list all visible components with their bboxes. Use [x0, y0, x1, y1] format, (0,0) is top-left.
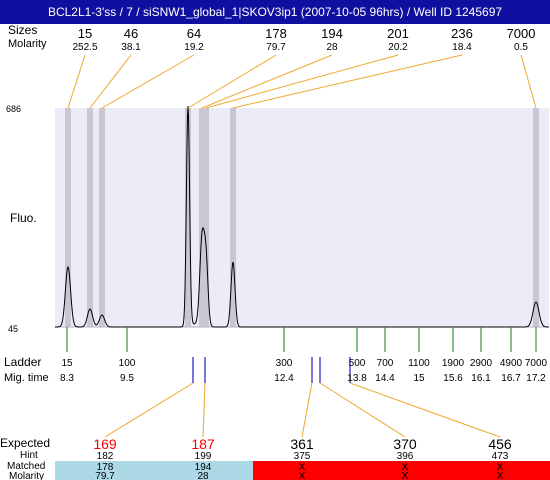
peak-molarity-label: 38.1	[121, 42, 141, 53]
ladder-size-label: 700	[377, 358, 394, 369]
peak-connector	[187, 54, 277, 109]
hint-label: 375	[294, 451, 311, 462]
peak-band	[65, 108, 71, 327]
ladder-mig-time-label: 9.5	[120, 373, 134, 384]
ladder-size-label: 4900	[500, 358, 523, 369]
fluorescence-trace	[55, 105, 549, 328]
peak-size-label: 236	[451, 26, 473, 41]
peak-size-label: 7000	[507, 26, 536, 41]
hint-label: 396	[397, 451, 414, 462]
peak-size-label: 201	[387, 26, 409, 41]
expected-size-label: 456	[488, 436, 512, 452]
ladder-size-label: 1100	[408, 358, 430, 369]
matched-label: 194	[195, 462, 212, 473]
ladder-size-label: 2900	[470, 358, 493, 369]
expected-size-label: 187	[191, 436, 215, 452]
ladder-size-label: 1900	[442, 358, 465, 369]
peak-connector	[89, 54, 132, 109]
ladder-size-label: 7000	[525, 358, 548, 369]
peak-connector	[67, 54, 86, 109]
peak-molarity-label: 20.2	[388, 42, 408, 53]
expected-connector	[301, 382, 313, 438]
peak-size-label: 46	[124, 26, 138, 41]
expected-connector	[104, 382, 194, 438]
peak-band	[533, 108, 539, 327]
peak-size-label: 178	[265, 26, 287, 41]
ladder-mig-time-label: 13.8	[347, 373, 367, 384]
ladder-mig-time-label: 16.1	[471, 373, 491, 384]
ladder-size-label: 300	[276, 358, 293, 369]
peak-size-label: 15	[78, 26, 92, 41]
expected-row-label: Expected	[0, 436, 50, 450]
matched-molarity-label: 79.7	[95, 471, 115, 480]
peak-molarity-label: 79.7	[266, 42, 286, 53]
peak-connector	[520, 54, 537, 109]
expected-size-label: 361	[290, 436, 314, 452]
hint-label: 199	[195, 451, 212, 462]
peak-size-label: 194	[321, 26, 343, 41]
ladder-row-label: Ladder	[4, 355, 41, 369]
size-row-label: Sizes	[8, 23, 37, 37]
matched-label: X	[497, 462, 504, 473]
peak-molarity-label: 19.2	[184, 42, 204, 53]
peak-band	[185, 108, 191, 327]
matched-row-label: Matched	[7, 461, 45, 472]
ladder-mig-time-label: 12.4	[274, 373, 294, 384]
ladder-mig-time-label: 15	[413, 373, 425, 384]
ladder-mig-time-label: 8.3	[60, 373, 74, 384]
matched-label: X	[402, 462, 409, 473]
expected-connector	[202, 382, 206, 438]
ladder-size-label: 15	[61, 358, 73, 369]
hint-row-label: Hint	[20, 450, 38, 461]
ladder-mig-time-label: 17.2	[526, 373, 546, 384]
matched-label: X	[299, 462, 306, 473]
molarity-row-label: Molarity	[8, 38, 47, 50]
sample-title: BCL2L1-3'ss / 7 / siSNW1_global_1|SKOV3i…	[0, 0, 550, 24]
peak-band	[87, 108, 93, 327]
matched-molarity-label: X	[299, 471, 306, 480]
matched-missing-bar	[253, 461, 550, 480]
plot-area	[55, 108, 549, 327]
ladder-mig-time-label: 15.6	[443, 373, 463, 384]
peak-band	[230, 108, 236, 327]
expected-size-label: 169	[93, 436, 117, 452]
y-axis-label: Fluo.	[10, 211, 37, 225]
peak-band	[199, 108, 205, 327]
peak-band	[99, 108, 105, 327]
bottom-molarity-row-label: Molarity	[9, 471, 44, 480]
y-tick-top: 686	[6, 104, 21, 114]
matched-molarity-label: 28	[197, 471, 209, 480]
ladder-size-label: 100	[119, 358, 136, 369]
y-tick-bottom: 45	[8, 324, 18, 334]
peak-connector	[101, 54, 195, 109]
peak-molarity-label: 0.5	[514, 42, 528, 53]
matched-molarity-label: X	[497, 471, 504, 480]
peak-connector	[201, 54, 333, 109]
peak-molarity-label: 18.4	[452, 42, 472, 53]
peak-connector	[205, 54, 399, 109]
hint-label: 182	[97, 451, 114, 462]
ladder-mig-time-label: 14.4	[375, 373, 395, 384]
matched-ok-bar	[55, 461, 253, 480]
expected-size-label: 370	[393, 436, 417, 452]
peak-molarity-label: 28	[326, 42, 338, 53]
peak-connector	[232, 54, 463, 109]
expected-connector	[319, 382, 406, 438]
mig-time-row-label: Mig. time	[4, 372, 49, 384]
peak-size-label: 64	[187, 26, 201, 41]
peak-band	[203, 108, 209, 327]
matched-label: 178	[97, 462, 114, 473]
expected-connector	[349, 382, 501, 438]
peak-molarity-label: 252.5	[72, 42, 97, 53]
ladder-size-label: 500	[349, 358, 366, 369]
ladder-mig-time-label: 16.7	[501, 373, 521, 384]
matched-molarity-label: X	[402, 471, 409, 480]
hint-label: 473	[492, 451, 509, 462]
